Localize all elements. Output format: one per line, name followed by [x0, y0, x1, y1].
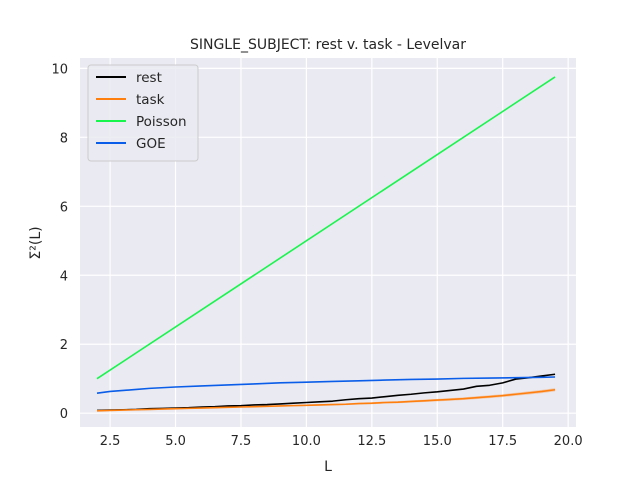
x-tick-label: 17.5	[488, 434, 517, 449]
x-axis-label: L	[324, 459, 332, 475]
series-poisson-line	[96, 76, 556, 380]
grid-lines	[80, 58, 576, 427]
legend-box	[87, 64, 199, 162]
series-goe-line	[96, 376, 556, 394]
x-tick-label: 20.0	[554, 434, 583, 449]
x-tick-label: 7.5	[231, 434, 252, 449]
y-tick-label: 0	[60, 407, 68, 422]
x-tick-label: 2.5	[100, 434, 121, 449]
legend: rest task Poisson GOE	[87, 64, 199, 162]
legend-label-rest: rest	[136, 70, 162, 86]
chart-title: SINGLE_SUBJECT: rest v. task - Levelvar	[190, 37, 466, 53]
y-tick-labels: 0 2 4 6 8 10	[51, 62, 68, 422]
legend-label-task: task	[136, 92, 165, 108]
y-tick-label: 6	[60, 200, 68, 215]
series-group	[96, 76, 556, 412]
x-tick-label: 12.5	[357, 434, 386, 449]
y-tick-label: 4	[60, 269, 68, 284]
y-tick-label: 8	[60, 131, 68, 146]
x-tick-label: 10.0	[292, 434, 321, 449]
x-tick-labels: 2.5 5.0 7.5 10.0 12.5 15.0 17.5 20.0	[100, 434, 583, 449]
legend-label-poisson: Poisson	[136, 114, 187, 130]
y-tick-label: 2	[60, 338, 68, 353]
legend-label-goe: GOE	[136, 136, 166, 152]
y-tick-label: 10	[51, 62, 68, 77]
x-tick-label: 15.0	[423, 434, 452, 449]
y-axis-label: Σ²(L)	[28, 226, 44, 259]
series-task-line	[96, 388, 556, 412]
x-tick-label: 5.0	[165, 434, 186, 449]
